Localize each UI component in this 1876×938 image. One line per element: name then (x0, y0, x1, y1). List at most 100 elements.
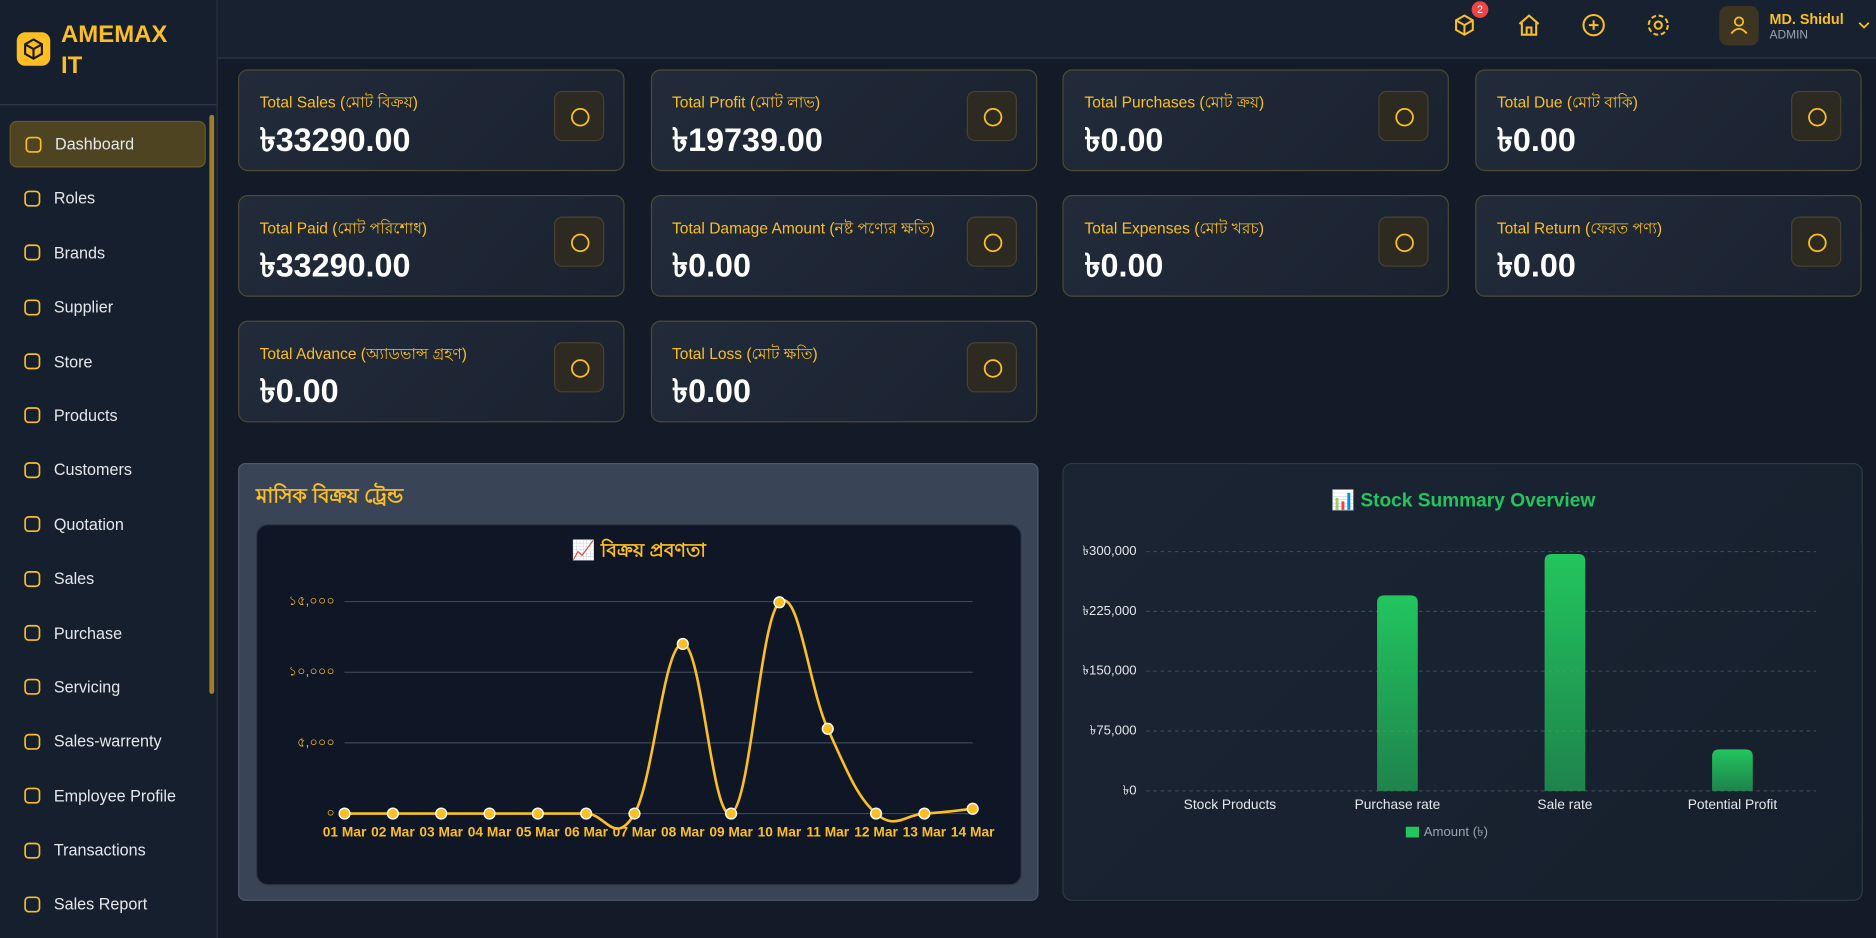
avatar[interactable] (1719, 5, 1759, 46)
point[interactable] (435, 807, 448, 820)
nav-item[interactable]: Dashboard (9, 120, 206, 168)
scrollbar[interactable] (209, 114, 215, 694)
nav-icon (24, 842, 41, 859)
nav-item[interactable]: Quotation (10, 501, 206, 548)
nav-item[interactable]: Employee Profile (10, 773, 206, 820)
x-tick-label: 03 Mar (419, 824, 463, 839)
chart-title: 📈 বিক্রয় প্রবণতা (572, 539, 708, 562)
icon-shape (24, 896, 41, 913)
stat-icon[interactable] (966, 216, 1017, 268)
nav-label: Quotation (53, 515, 124, 534)
stat-value: ৳0.00 (1496, 247, 1576, 284)
nav-icon (24, 624, 41, 641)
icon (1395, 233, 1415, 253)
point[interactable] (483, 807, 496, 820)
nav-icon (24, 516, 41, 533)
sidebar: AMEMAX IT Dashboard Roles Brands Supplier St… (0, 0, 218, 938)
stat-label: Total Paid (মোট পরিশোধ) (259, 219, 428, 238)
stat-icon[interactable] (1378, 216, 1430, 268)
nav-item[interactable]: Transactions (10, 827, 206, 874)
nav-item[interactable]: Sales (10, 555, 206, 602)
point[interactable] (918, 807, 931, 820)
products-icon[interactable] (1451, 12, 1477, 38)
stock-panel: 📊 Stock Summary Overview ৳0 ৳75,000 ৳150,00… (1062, 463, 1863, 901)
x-tick-label: 12 Mar (854, 824, 898, 839)
point[interactable] (676, 637, 689, 651)
nav-item[interactable]: Servicing (10, 664, 206, 711)
stat-value: ৳19739.00 (672, 122, 823, 158)
nav-item[interactable]: Store (10, 338, 206, 385)
dropdown-caret[interactable] (1858, 20, 1870, 30)
x-tick-label: 13 Mar (903, 824, 947, 839)
point[interactable] (725, 807, 738, 820)
point[interactable] (580, 807, 593, 820)
point[interactable] (821, 722, 834, 735)
nav-icon (24, 896, 41, 913)
nav-label: Supplier (53, 298, 114, 317)
point[interactable] (966, 802, 979, 815)
bar[interactable] (1712, 749, 1753, 791)
point[interactable] (386, 807, 399, 820)
chart-container: 📈 বিক্রয় প্রবণতা ০ ৫,০০০ ১০,০০০ ১৫,০০০ 01 Ma… (256, 524, 1022, 886)
line (344, 599, 973, 830)
nav-item[interactable]: Products (10, 392, 206, 439)
icon (1808, 107, 1827, 127)
x-tick-label: 10 Mar (758, 824, 802, 839)
icon-shape (1395, 233, 1415, 253)
stat-icon[interactable] (553, 216, 605, 268)
home-icon[interactable] (1516, 12, 1542, 38)
y-tick-label: ০ (326, 805, 335, 820)
nav-item[interactable]: Sales-warrenty (10, 718, 206, 765)
point[interactable] (338, 807, 351, 820)
stat-icon[interactable] (1378, 90, 1430, 142)
icon (570, 107, 590, 127)
icon (570, 359, 590, 379)
nav-label: Sales-warrenty (53, 732, 162, 751)
nav-item[interactable]: Supplier (10, 284, 206, 331)
notification-badge: 2 (1471, 1, 1489, 18)
nav-label: Transactions (53, 841, 146, 860)
stat-icon[interactable] (966, 342, 1017, 393)
stat-value: ৳0.00 (1084, 247, 1164, 284)
y-tick-label: ৳225,000 (1082, 603, 1136, 618)
nav-item[interactable]: Purchase (10, 610, 206, 657)
x-tick-label: 05 Mar (516, 824, 560, 839)
nav-item[interactable]: Sales Report (10, 881, 206, 928)
icon-shape (24, 299, 41, 316)
nav-icon (24, 461, 41, 479)
settings-icon[interactable] (1645, 12, 1671, 38)
stat-icon[interactable] (553, 342, 605, 393)
stat-value: ৳0.00 (1496, 122, 1576, 158)
x-tick-label: 06 Mar (564, 824, 608, 839)
stat-icon[interactable] (553, 90, 605, 142)
stat-card: Total Loss (মোট ক্ষতি) ৳0.00 (650, 321, 1037, 423)
x-tick-label: Potential Profit (1688, 797, 1778, 812)
nav-item[interactable]: Brands (10, 229, 206, 276)
nav-label: Roles (53, 189, 96, 208)
icon-shape (24, 733, 41, 750)
bar[interactable] (1544, 553, 1586, 791)
nav-item[interactable]: Roles (10, 175, 206, 222)
icon-shape (24, 190, 41, 207)
point[interactable] (773, 596, 786, 609)
bar[interactable] (1377, 595, 1418, 791)
user-name[interactable]: MD. Shidul (1769, 10, 1844, 28)
nav-item[interactable]: Customers (10, 447, 206, 494)
stat-card: Total Damage Amount (নষ্ট পণ্যের ক্ষতি) ৳… (650, 195, 1037, 297)
point[interactable] (628, 807, 641, 820)
point[interactable] (869, 807, 883, 820)
stat-icon[interactable] (1791, 216, 1842, 268)
topbar (217, 0, 1876, 59)
add-icon[interactable] (1580, 12, 1606, 38)
stat-icon[interactable] (1791, 90, 1842, 142)
stat-value: ৳33290.00 (259, 122, 411, 158)
icon-shape (570, 359, 590, 379)
stat-label: Total Profit (মোট লাভ) (672, 93, 821, 112)
chart: 📈 বিক্রয় প্রবণতা ০ ৫,০০০ ১০,০০০ ১৫,০০০ 01 Ma… (289, 539, 996, 840)
icon (983, 359, 1002, 379)
y-tick-label: ১০,০০০ (289, 664, 335, 679)
point[interactable] (531, 807, 544, 820)
legend-label[interactable]: Amount (৳) (1424, 824, 1488, 839)
stat-icon[interactable] (966, 90, 1017, 142)
icon-shape (24, 787, 41, 804)
